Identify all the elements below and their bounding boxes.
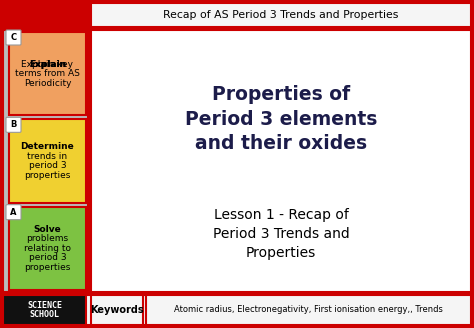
Text: properties: properties [24,263,71,272]
FancyBboxPatch shape [9,207,86,290]
FancyBboxPatch shape [3,30,88,292]
Text: Keywords: Keywords [90,305,144,315]
Text: Periodicity: Periodicity [24,79,71,88]
FancyBboxPatch shape [91,30,471,292]
Text: trends in: trends in [27,152,68,161]
Text: period 3: period 3 [29,161,66,170]
Text: Explain: Explain [29,60,66,69]
Text: properties: properties [24,171,71,180]
FancyBboxPatch shape [3,295,86,325]
FancyBboxPatch shape [9,119,86,203]
FancyBboxPatch shape [6,205,21,220]
Text: A: A [10,208,17,217]
Text: Solve: Solve [34,225,61,234]
Text: relating to: relating to [24,244,71,253]
Text: problems: problems [27,234,69,243]
FancyBboxPatch shape [3,295,471,325]
Text: Atomic radius, Electronegativity, First ionisation energy,, Trends: Atomic radius, Electronegativity, First … [174,305,443,315]
FancyBboxPatch shape [91,3,471,27]
Text: Determine: Determine [21,142,74,151]
Text: Explain: Explain [29,60,66,69]
FancyBboxPatch shape [6,117,21,132]
Text: Lesson 1 - Recap of
Period 3 Trends and
Properties: Lesson 1 - Recap of Period 3 Trends and … [213,208,349,260]
FancyBboxPatch shape [91,295,143,325]
FancyBboxPatch shape [6,30,21,45]
Text: terms from AS: terms from AS [15,69,80,78]
Text: period 3: period 3 [29,253,66,262]
Text: SCIENCE
SCHOOL: SCIENCE SCHOOL [27,301,62,319]
Text: C: C [10,33,17,42]
Text: Explain key: Explain key [21,60,73,69]
FancyBboxPatch shape [146,295,471,325]
Text: B: B [10,120,17,129]
FancyBboxPatch shape [9,32,86,115]
Text: Recap of AS Period 3 Trends and Properties: Recap of AS Period 3 Trends and Properti… [164,10,399,20]
Text: Properties of
Period 3 elements
and their oxides: Properties of Period 3 elements and thei… [185,85,377,153]
